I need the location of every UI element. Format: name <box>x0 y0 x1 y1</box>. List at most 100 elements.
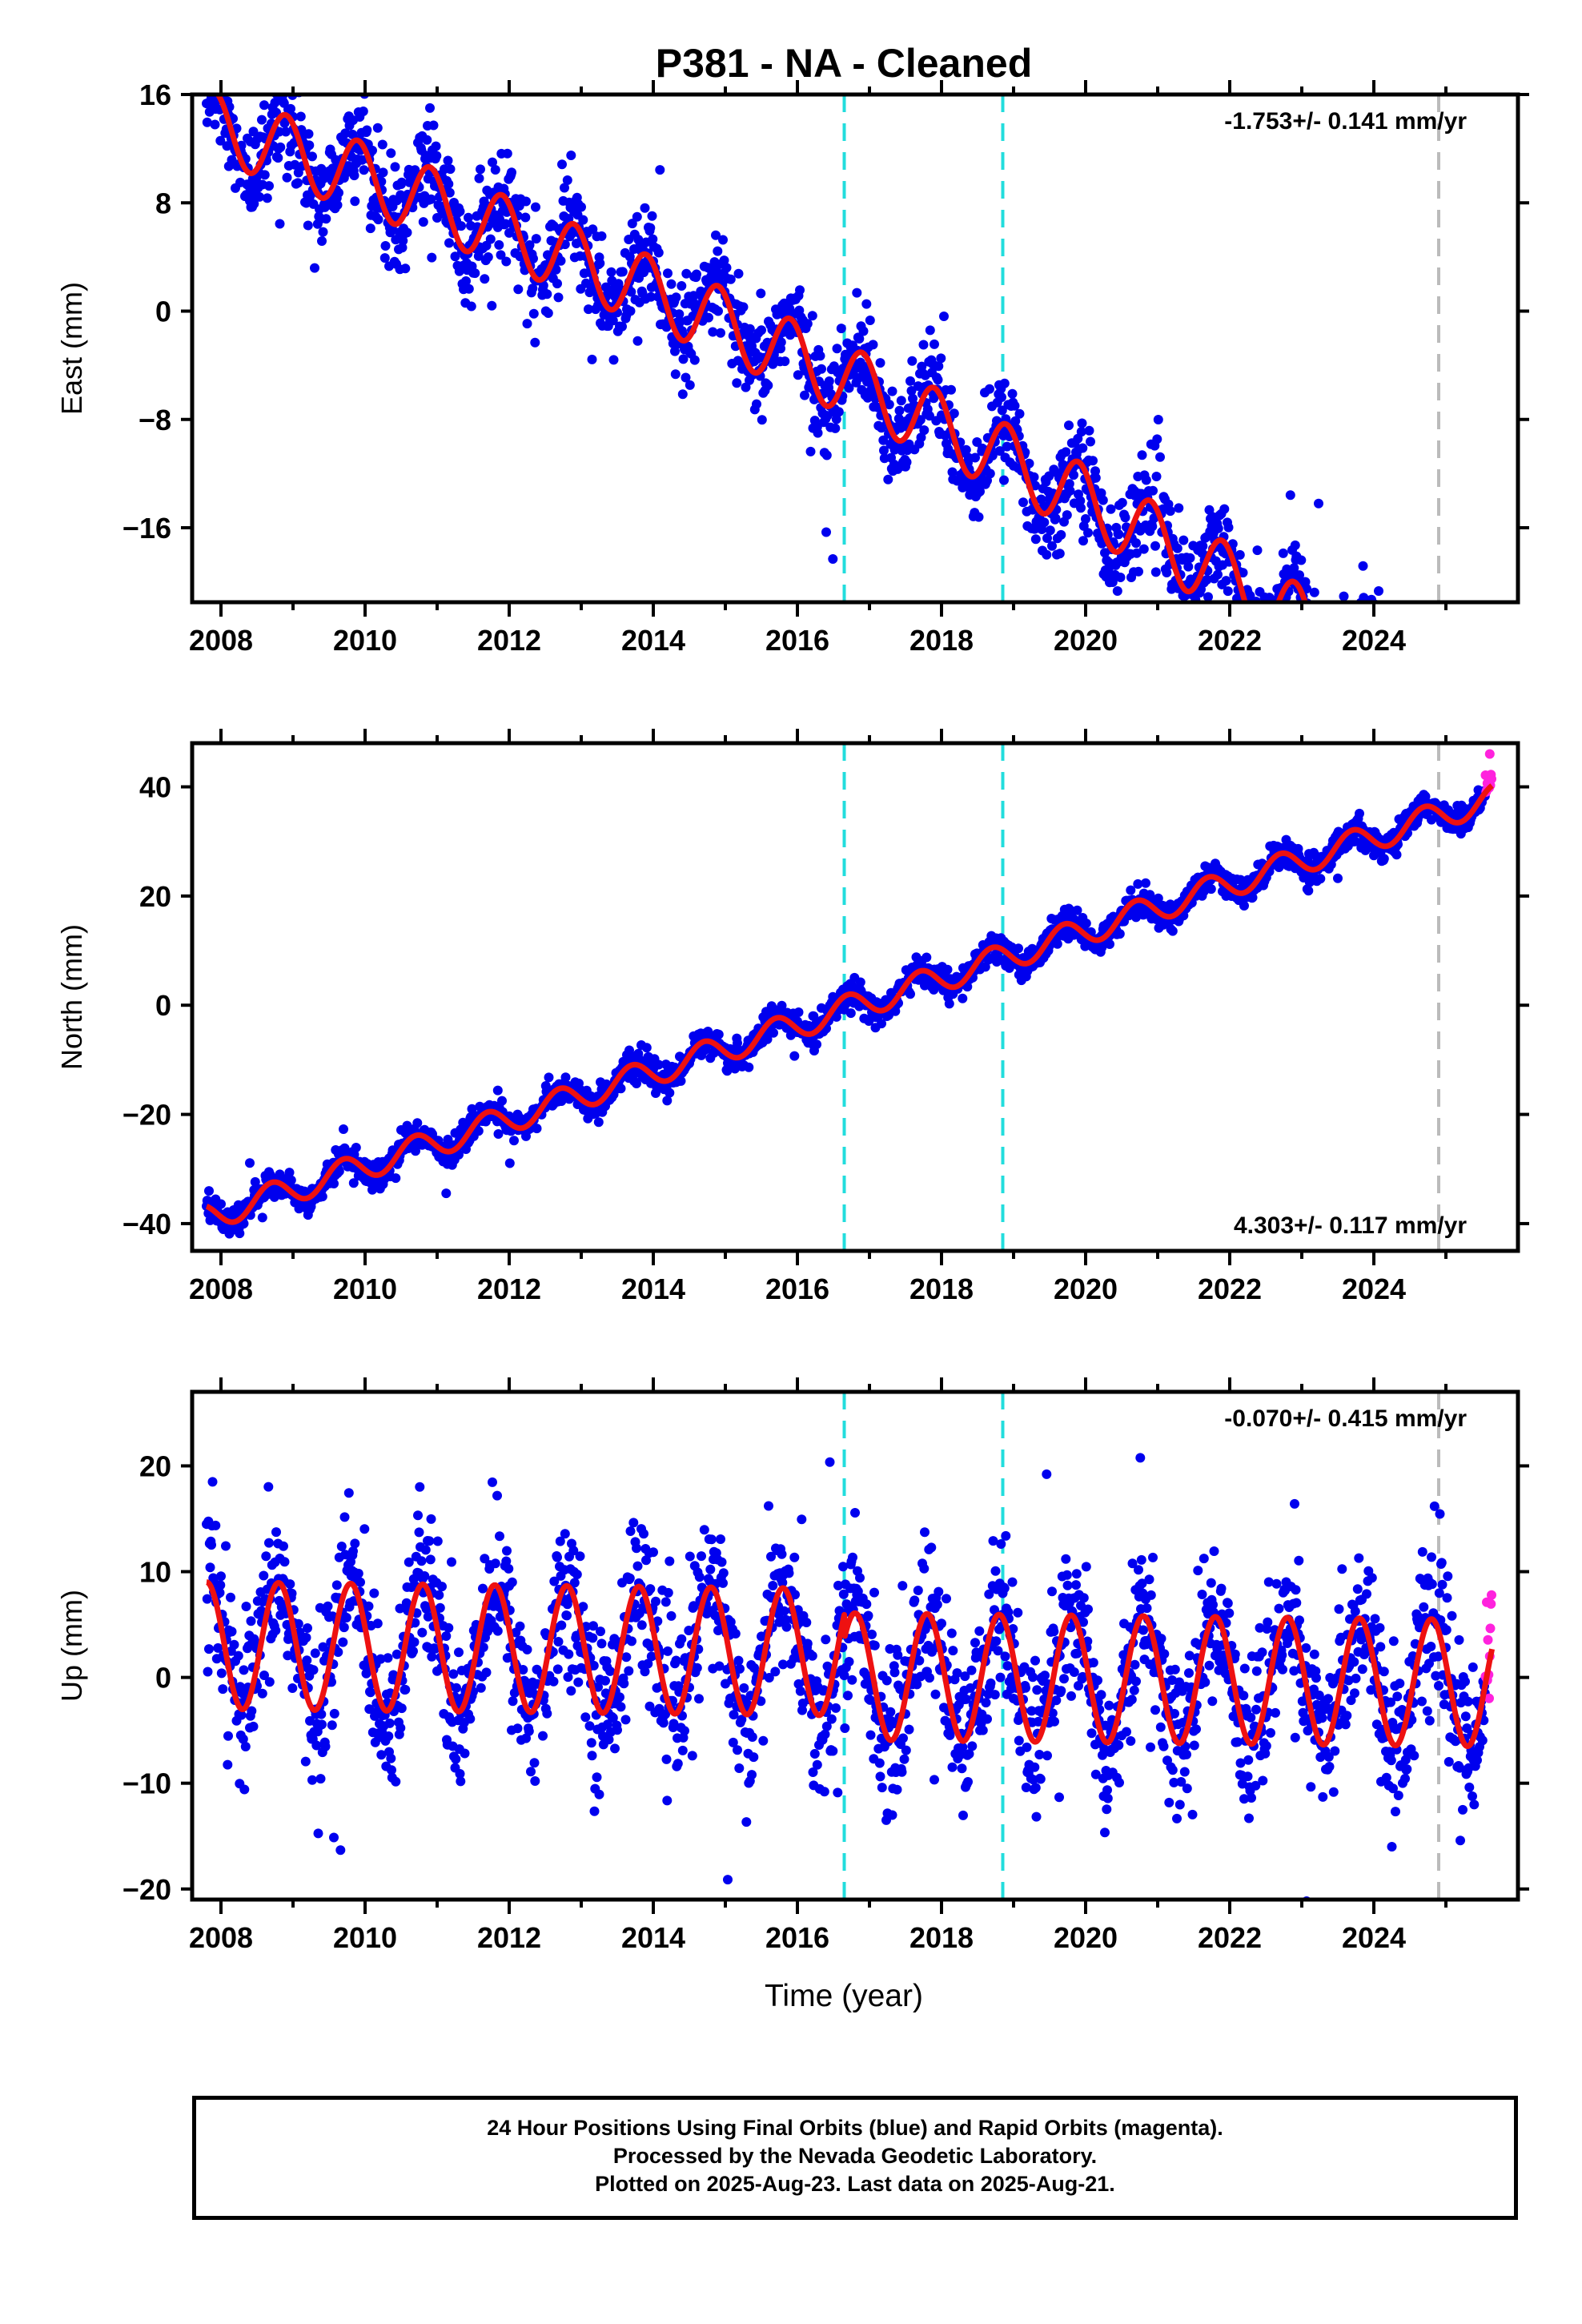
final-orbit-point <box>815 351 825 361</box>
final-orbit-point <box>721 263 732 273</box>
final-orbit-point <box>264 1538 274 1548</box>
final-orbit-point <box>411 1146 420 1156</box>
final-orbit-point <box>626 287 636 297</box>
final-orbit-point <box>383 1731 394 1741</box>
final-orbit-point <box>1458 727 1468 737</box>
final-orbit-point <box>1056 529 1066 540</box>
final-orbit-point <box>745 324 755 334</box>
final-orbit-point <box>1054 549 1065 559</box>
final-orbit-point <box>1404 719 1414 729</box>
final-orbit-point <box>308 1665 319 1675</box>
final-orbit-point <box>261 1551 271 1562</box>
final-orbit-point <box>1165 506 1175 517</box>
final-orbit-point <box>1455 713 1464 722</box>
final-orbit-point <box>608 355 619 365</box>
final-orbit-point <box>1439 688 1449 698</box>
final-orbit-point <box>1264 609 1274 618</box>
final-orbit-point <box>363 1601 374 1611</box>
final-orbit-point <box>1088 456 1098 466</box>
final-orbit-point <box>1423 683 1433 693</box>
final-orbit-point <box>524 240 535 250</box>
final-orbit-point <box>257 1688 267 1699</box>
final-orbit-point <box>1141 878 1150 888</box>
final-orbit-point <box>1480 721 1489 730</box>
final-orbit-point <box>1450 677 1460 687</box>
final-orbit-point <box>529 1758 540 1768</box>
final-orbit-point <box>1115 573 1126 582</box>
final-orbit-point <box>1446 706 1456 716</box>
final-orbit-point <box>1287 610 1296 620</box>
rapid-orbit-point <box>1481 731 1491 741</box>
final-orbit-point <box>304 140 315 151</box>
final-orbit-point <box>1377 686 1387 696</box>
final-orbit-point <box>1477 702 1487 711</box>
final-orbit-point <box>1380 614 1390 624</box>
final-orbit-point <box>1308 610 1318 620</box>
final-orbit-point <box>1462 759 1472 769</box>
final-orbit-point <box>1351 607 1361 617</box>
final-orbit-point <box>653 1059 664 1070</box>
final-orbit-point <box>1442 692 1452 702</box>
final-orbit-point <box>1306 630 1315 640</box>
final-orbit-point <box>239 1784 250 1795</box>
final-orbit-point <box>445 164 456 175</box>
final-orbit-point <box>678 354 689 364</box>
final-orbit-point <box>532 1124 542 1134</box>
final-orbit-point <box>1413 653 1423 663</box>
final-orbit-point <box>507 167 516 178</box>
final-orbit-point <box>515 1621 525 1631</box>
final-orbit-point <box>975 486 985 497</box>
final-orbit-point <box>362 125 372 135</box>
final-orbit-point <box>432 1536 443 1546</box>
final-orbit-point <box>282 80 291 90</box>
final-orbit-point <box>1391 686 1401 695</box>
final-orbit-point <box>241 1602 251 1611</box>
final-orbit-point <box>1424 682 1434 691</box>
final-orbit-point <box>223 1759 233 1770</box>
final-orbit-point <box>391 1776 401 1787</box>
final-orbit-point <box>1476 730 1486 739</box>
final-orbit-point <box>1455 693 1464 702</box>
final-orbit-point <box>562 175 572 185</box>
final-orbit-point <box>1147 521 1158 532</box>
final-orbit-point <box>441 1188 452 1199</box>
final-orbit-point <box>1390 709 1399 718</box>
final-orbit-point <box>350 196 360 207</box>
final-orbit-point <box>812 1039 821 1050</box>
final-orbit-point <box>1473 729 1483 738</box>
final-orbit-point <box>793 1007 804 1017</box>
final-orbit-point <box>240 1742 251 1751</box>
final-orbit-point <box>513 284 524 295</box>
final-orbit-point <box>227 1626 237 1637</box>
final-orbit-point <box>1435 665 1444 674</box>
final-orbit-point <box>1466 777 1476 786</box>
final-orbit-point <box>320 1741 331 1751</box>
final-orbit-point <box>681 372 691 383</box>
final-orbit-point <box>350 1538 360 1549</box>
final-orbit-point <box>1297 630 1307 640</box>
final-orbit-point <box>1349 661 1359 671</box>
final-orbit-point <box>647 211 657 221</box>
x-tick-label: 2016 <box>765 1273 829 1305</box>
final-orbit-point <box>1245 590 1255 601</box>
final-orbit-point <box>1472 754 1481 763</box>
final-orbit-point <box>762 1034 773 1044</box>
final-orbit-point <box>488 157 497 167</box>
final-orbit-point <box>492 1626 503 1636</box>
final-orbit-point <box>1339 591 1349 601</box>
final-orbit-point <box>972 437 982 447</box>
final-orbit-point <box>1417 686 1427 696</box>
final-orbit-point <box>929 393 939 404</box>
final-orbit-point <box>832 344 842 354</box>
final-orbit-point <box>1183 561 1194 572</box>
final-orbit-point <box>1299 620 1308 629</box>
final-orbit-point <box>208 50 218 60</box>
final-orbit-point <box>1459 723 1468 733</box>
final-orbit-point <box>1247 608 1256 617</box>
final-orbit-point <box>1307 637 1316 646</box>
final-orbit-point <box>1423 659 1433 669</box>
final-orbit-point <box>262 193 272 203</box>
final-orbit-point <box>447 1557 456 1567</box>
